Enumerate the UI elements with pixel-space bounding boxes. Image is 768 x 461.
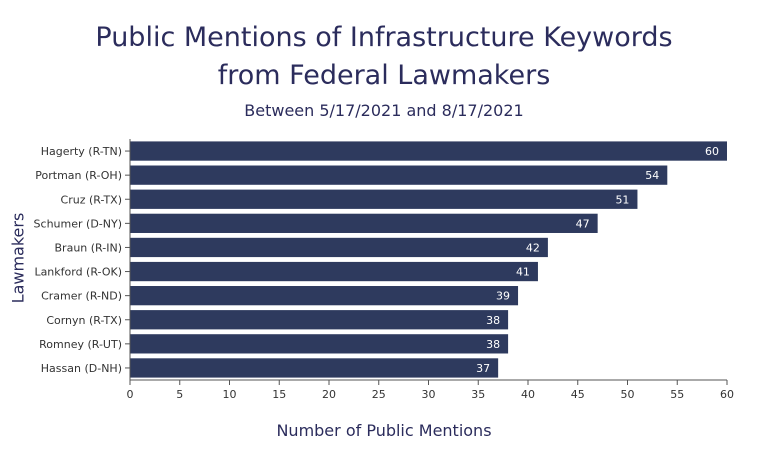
bar-value-label: 47 [576, 217, 590, 230]
bar [130, 213, 598, 233]
x-tick-label: 35 [471, 388, 485, 401]
bar-value-label: 54 [645, 169, 659, 182]
x-tick-label: 15 [272, 388, 286, 401]
y-tick-label: Cornyn (R-TX) [46, 314, 122, 327]
x-tick-label: 0 [127, 388, 134, 401]
bar [130, 310, 509, 330]
chart-title-line1: Public Mentions of Infrastructure Keywor… [95, 22, 673, 53]
y-tick-label: Braun (R-IN) [55, 241, 122, 254]
x-tick-label: 25 [372, 388, 386, 401]
bar-value-label: 60 [705, 145, 719, 158]
x-tick-label: 40 [521, 388, 535, 401]
y-tick-label: Hagerty (R-TN) [41, 145, 122, 158]
y-tick-label: Cramer (R-ND) [41, 290, 122, 303]
bar-value-label: 39 [496, 290, 510, 303]
x-tick-label: 50 [621, 388, 635, 401]
bar [130, 261, 538, 282]
y-tick-label: Portman (R-OH) [35, 169, 122, 182]
y-tick-label: Lankford (R-OK) [34, 266, 122, 279]
x-tick-label: 10 [223, 388, 237, 401]
x-tick-label: 55 [670, 388, 684, 401]
y-tick-label: Hassan (D-NH) [41, 362, 122, 375]
bar [130, 189, 638, 209]
y-axis-label: Lawmakers [8, 212, 28, 304]
x-tick-label: 30 [422, 388, 436, 401]
bar [130, 334, 509, 354]
bar-value-label: 38 [486, 314, 500, 327]
y-tick-label: Schumer (D-NY) [34, 217, 122, 230]
bar [130, 165, 668, 185]
chart-subtitle: Between 5/17/2021 and 8/17/2021 [244, 101, 524, 120]
x-tick-label: 5 [176, 388, 183, 401]
y-tick-label: Cruz (R-TX) [61, 193, 122, 206]
x-tick-label: 20 [322, 388, 336, 401]
y-tick-label: Romney (R-UT) [39, 338, 122, 351]
bar-value-label: 42 [526, 241, 540, 254]
x-axis-label: Number of Public Mentions [276, 421, 492, 440]
bar-value-label: 37 [476, 362, 490, 375]
x-tick-label: 45 [571, 388, 585, 401]
bar-value-label: 41 [516, 266, 530, 279]
bar-value-label: 38 [486, 338, 500, 351]
bar [130, 237, 548, 258]
bar-value-label: 51 [615, 193, 629, 206]
bar [130, 141, 727, 161]
chart-title-line2: from Federal Lawmakers [217, 60, 551, 91]
bar [130, 286, 519, 306]
x-tick-label: 60 [720, 388, 734, 401]
bar [130, 358, 499, 378]
